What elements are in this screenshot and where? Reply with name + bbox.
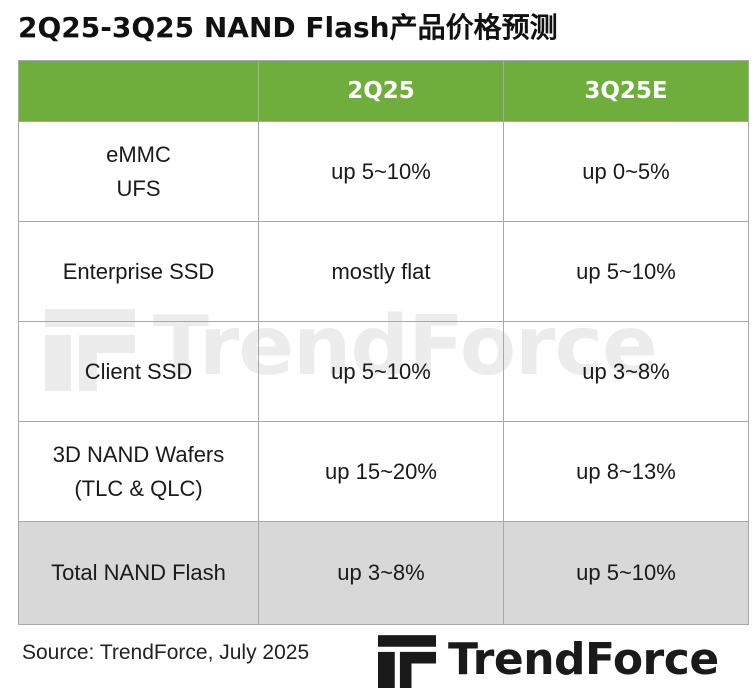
product-label: Enterprise SSD xyxy=(62,258,215,284)
product-label: 3D NAND Wafers xyxy=(52,441,225,467)
header-product xyxy=(18,60,259,122)
value-2q25: up 5~10% xyxy=(258,121,504,222)
trendforce-logo-icon xyxy=(378,635,436,688)
trendforce-logo-text: TrendForce xyxy=(448,633,719,685)
value-3q25e: up 8~13% xyxy=(503,421,749,522)
price-forecast-table: 2Q25 3Q25E eMMC UFS up 5~10% up 0~5% Ent… xyxy=(18,60,749,625)
total-product-label: Total NAND Flash xyxy=(18,521,259,625)
source-note: Source: TrendForce, July 2025 xyxy=(22,641,310,664)
value-3q25e: up 0~5% xyxy=(503,121,749,222)
product-cell: Enterprise SSD xyxy=(18,221,259,322)
value-2q25: up 15~20% xyxy=(258,421,504,522)
product-label: UFS xyxy=(116,175,161,201)
total-value-3q25e: up 5~10% xyxy=(503,521,749,625)
product-cell: eMMC UFS xyxy=(18,121,259,222)
total-value-2q25: up 3~8% xyxy=(258,521,504,625)
trendforce-logo: TrendForce xyxy=(378,628,748,690)
value-3q25e: up 3~8% xyxy=(503,321,749,422)
table-header-row: 2Q25 3Q25E xyxy=(18,60,749,122)
value-2q25: mostly flat xyxy=(258,221,504,322)
table-row: 3D NAND Wafers (TLC & QLC) up 15~20% up … xyxy=(18,421,749,522)
product-label: eMMC xyxy=(106,141,171,167)
table-row: eMMC UFS up 5~10% up 0~5% xyxy=(18,121,749,222)
header-2q25: 2Q25 xyxy=(258,60,504,122)
value-3q25e: up 5~10% xyxy=(503,221,749,322)
page-title: 2Q25-3Q25 NAND Flash产品价格预测 xyxy=(18,11,558,44)
total-row: Total NAND Flash up 3~8% up 5~10% xyxy=(18,521,749,625)
value-2q25: up 5~10% xyxy=(258,321,504,422)
table-row: Enterprise SSD mostly flat up 5~10% xyxy=(18,221,749,322)
product-label: Client SSD xyxy=(84,358,193,384)
product-cell: Client SSD xyxy=(18,321,259,422)
product-label: (TLC & QLC) xyxy=(74,475,203,501)
header-3q25e: 3Q25E xyxy=(503,60,749,122)
table-row: Client SSD up 5~10% up 3~8% xyxy=(18,321,749,422)
product-cell: 3D NAND Wafers (TLC & QLC) xyxy=(18,421,259,522)
